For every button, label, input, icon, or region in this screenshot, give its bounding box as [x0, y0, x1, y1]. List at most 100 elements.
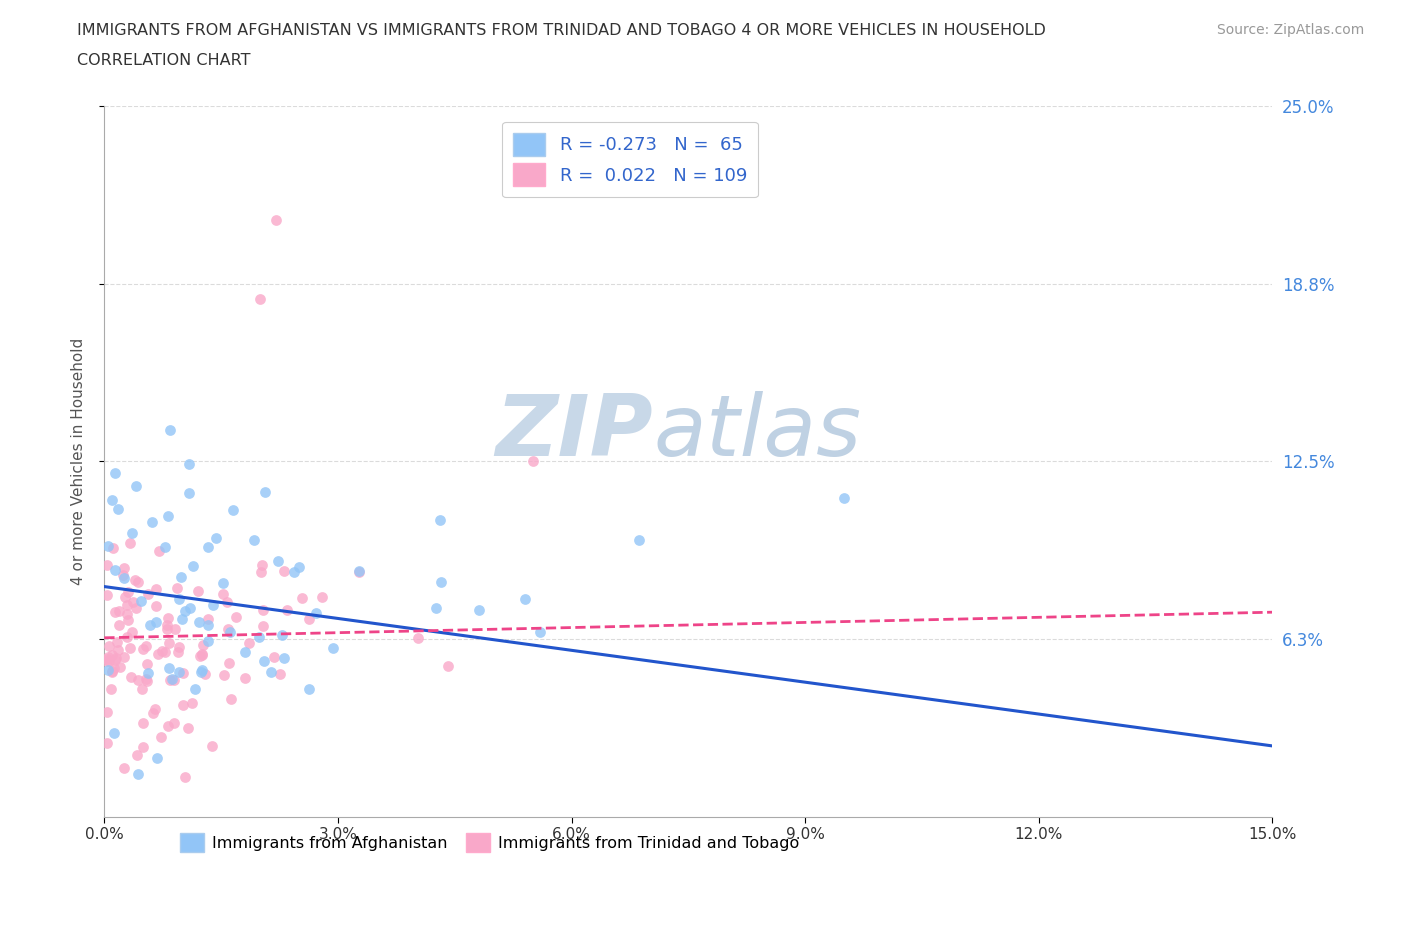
- Point: [529, 625, 551, 640]
- Point: [425, 601, 447, 616]
- Point: [249, 565, 271, 579]
- Point: [201, 598, 224, 613]
- Point: [156, 719, 179, 734]
- Point: [131, 682, 153, 697]
- Point: [184, 682, 207, 697]
- Point: [115, 630, 138, 644]
- Point: [197, 634, 219, 649]
- Point: [115, 606, 138, 621]
- Point: [121, 625, 143, 640]
- Point: [150, 644, 173, 658]
- Point: [628, 533, 651, 548]
- Point: [112, 761, 135, 776]
- Point: [177, 456, 200, 471]
- Text: CORRELATION CHART: CORRELATION CHART: [77, 53, 250, 68]
- Point: [169, 592, 191, 607]
- Point: [97, 538, 120, 553]
- Point: [250, 558, 273, 573]
- Point: [112, 561, 135, 576]
- Point: [96, 705, 118, 720]
- Point: [264, 212, 287, 227]
- Point: [104, 653, 127, 668]
- Point: [174, 770, 197, 785]
- Point: [132, 716, 155, 731]
- Point: [157, 660, 180, 675]
- Point: [145, 581, 167, 596]
- Point: [132, 740, 155, 755]
- Point: [217, 621, 239, 636]
- Point: [197, 540, 219, 555]
- Point: [181, 559, 204, 574]
- Point: [197, 618, 219, 633]
- Point: [273, 564, 295, 578]
- Point: [125, 478, 148, 493]
- Point: [96, 587, 118, 602]
- Point: [191, 663, 214, 678]
- Point: [120, 641, 142, 656]
- Point: [156, 618, 179, 632]
- Point: [111, 567, 134, 582]
- Point: [172, 612, 194, 627]
- Point: [105, 634, 128, 649]
- Point: [291, 591, 314, 605]
- Point: [121, 595, 143, 610]
- Point: [436, 659, 458, 674]
- Point: [159, 423, 181, 438]
- Point: [177, 721, 200, 736]
- Point: [212, 576, 235, 591]
- Point: [430, 575, 453, 590]
- Point: [136, 673, 159, 688]
- Point: [117, 613, 139, 628]
- Point: [129, 593, 152, 608]
- Point: [159, 672, 181, 687]
- Point: [191, 646, 214, 661]
- Point: [112, 650, 135, 665]
- Point: [112, 570, 135, 585]
- Point: [155, 540, 177, 555]
- Point: [120, 535, 142, 550]
- Point: [98, 639, 121, 654]
- Point: [100, 682, 122, 697]
- Point: [298, 682, 321, 697]
- Point: [322, 641, 344, 656]
- Point: [114, 590, 136, 604]
- Point: [127, 575, 149, 590]
- Point: [120, 670, 142, 684]
- Point: [832, 491, 855, 506]
- Point: [247, 630, 270, 644]
- Point: [222, 502, 245, 517]
- Point: [104, 466, 127, 481]
- Point: [167, 644, 190, 659]
- Point: [243, 533, 266, 548]
- Point: [110, 659, 132, 674]
- Point: [143, 702, 166, 717]
- Point: [283, 565, 305, 579]
- Point: [127, 673, 149, 688]
- Point: [263, 649, 285, 664]
- Point: [212, 587, 235, 602]
- Point: [145, 615, 167, 630]
- Point: [219, 692, 242, 707]
- Point: [217, 594, 239, 609]
- Point: [97, 663, 120, 678]
- Point: [136, 586, 159, 601]
- Point: [429, 512, 451, 527]
- Point: [103, 725, 125, 740]
- Point: [219, 625, 242, 640]
- Point: [156, 622, 179, 637]
- Text: atlas: atlas: [654, 392, 862, 474]
- Point: [253, 654, 276, 669]
- Point: [131, 641, 153, 656]
- Point: [124, 601, 146, 616]
- Point: [522, 454, 544, 469]
- Point: [218, 656, 240, 671]
- Point: [136, 665, 159, 680]
- Point: [103, 660, 125, 675]
- Point: [191, 648, 214, 663]
- Point: [177, 485, 200, 500]
- Point: [157, 635, 180, 650]
- Point: [172, 698, 194, 712]
- Point: [163, 715, 186, 730]
- Point: [165, 621, 187, 636]
- Point: [311, 590, 333, 604]
